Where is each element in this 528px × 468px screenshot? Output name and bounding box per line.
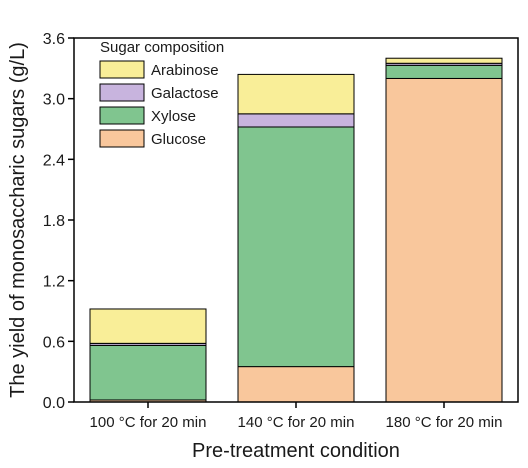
legend-swatch-glucose [99, 129, 145, 148]
legend-swatch-xylose [99, 106, 145, 125]
bar-segment-xylose [89, 344, 207, 401]
bar-segment-glucose [237, 366, 355, 403]
y-tick-label: 1.2 [43, 274, 65, 291]
y-tick-label: 3.0 [43, 92, 65, 109]
bar-segment-galactose [237, 113, 355, 128]
legend-label-galactose: Galactose [151, 85, 219, 102]
legend-swatch-galactose [99, 83, 145, 102]
y-tick-label: 3.6 [43, 31, 65, 48]
legend-label-glucose: Glucose [151, 131, 206, 148]
x-tick-label: 140 °C for 20 min [238, 414, 355, 431]
legend: Sugar composition Arabinose Galactose Xylo… [99, 39, 224, 148]
y-ticks: 0.0 0.6 1.2 1.8 2.4 3.0 3.6 [43, 31, 74, 412]
legend-swatch-arabinose [99, 60, 145, 79]
bar-segment-xylose [385, 64, 503, 79]
legend-title: Sugar composition [100, 39, 224, 56]
bars-layer [89, 57, 503, 403]
bar-segment-arabinose [89, 308, 207, 344]
y-tick-label: 0.0 [43, 395, 65, 412]
legend-label-xylose: Xylose [151, 108, 196, 125]
y-tick-label: 1.8 [43, 213, 65, 230]
x-tick-label: 180 °C for 20 min [386, 414, 503, 431]
x-ticks: 100 °C for 20 min 140 °C for 20 min 180 °C… [90, 402, 503, 431]
bar-segment-xylose [237, 126, 355, 368]
x-axis-title: Pre-treatment condition [192, 440, 400, 462]
bar-segment-arabinose [237, 73, 355, 115]
y-tick-label: 2.4 [43, 152, 65, 169]
legend-label-arabinose: Arabinose [151, 62, 219, 79]
x-tick-label: 100 °C for 20 min [90, 414, 207, 431]
y-axis-title: The yield of monosaccharic sugars (g/L) [7, 42, 29, 398]
bar-segment-arabinose [385, 57, 503, 64]
y-tick-label: 0.6 [43, 334, 65, 351]
bar-segment-glucose [385, 77, 503, 403]
